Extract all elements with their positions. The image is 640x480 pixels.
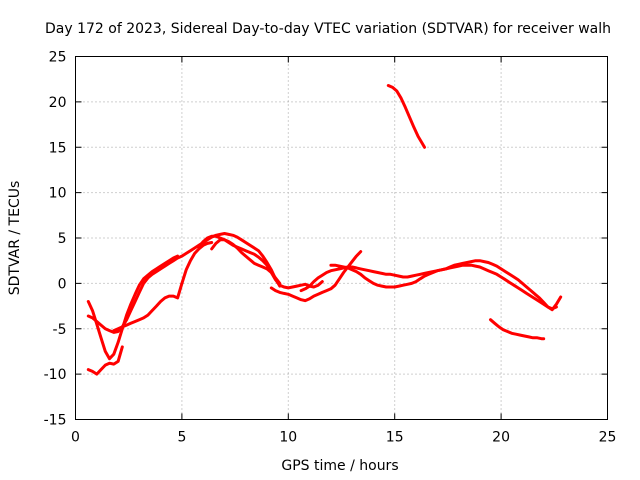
- x-tick-label: 5: [177, 430, 186, 446]
- y-tick-label: 20: [49, 95, 67, 111]
- series-track-2: [86, 254, 180, 361]
- y-tick-label: -15: [44, 413, 67, 429]
- y-tick-label: -5: [53, 322, 67, 338]
- y-tick-label: 10: [49, 186, 67, 202]
- data-series: [86, 84, 563, 376]
- y-tick-label: 5: [58, 231, 67, 247]
- y-tick-label: 15: [49, 140, 67, 156]
- series-track-3: [86, 345, 124, 376]
- x-axis-label: GPS time / hours: [281, 458, 398, 474]
- x-tick-label: 25: [599, 430, 617, 446]
- y-axis-label: SDTVAR / TECUs: [7, 181, 23, 296]
- axis-ticks: 0 5 10 15 20 25 -15 -10 -5 0 5 10 15 20 25: [44, 50, 617, 446]
- series-track-7: [269, 250, 363, 303]
- x-tick-label: 0: [71, 430, 80, 446]
- y-tick-label: -10: [44, 367, 67, 383]
- y-tick-label: 0: [58, 276, 67, 292]
- series-track-9: [329, 263, 558, 311]
- series-track-11: [489, 318, 546, 341]
- series-track-4: [112, 241, 214, 333]
- x-tick-label: 15: [386, 430, 404, 446]
- series-track-5: [197, 234, 324, 290]
- chart-title: Day 172 of 2023, Sidereal Day-to-day VTE…: [45, 21, 611, 37]
- series-track-10: [386, 84, 426, 149]
- y-tick-label: 25: [49, 50, 67, 66]
- series-track-8: [299, 259, 563, 312]
- x-tick-label: 20: [492, 430, 510, 446]
- series-track-6: [210, 238, 282, 285]
- x-tick-label: 10: [279, 430, 297, 446]
- grid: [75, 56, 608, 420]
